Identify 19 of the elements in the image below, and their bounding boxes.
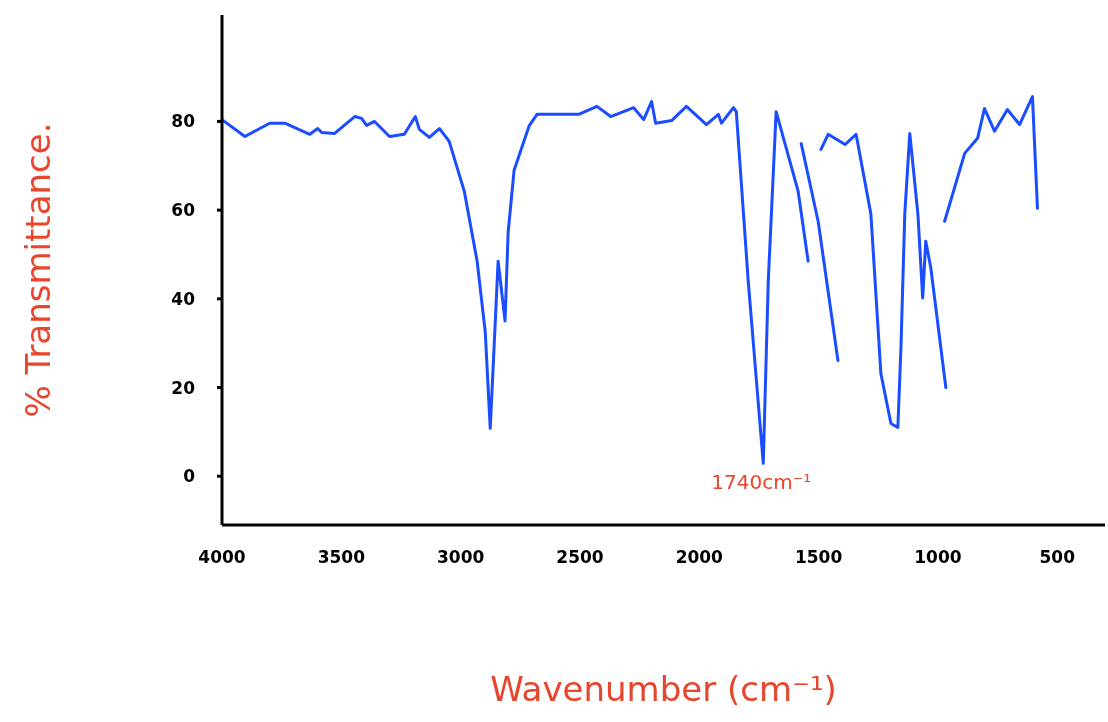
x-axis-title: Wavenumber (cm⁻¹) <box>490 669 837 709</box>
annotation: 1740cm⁻¹ <box>711 470 812 495</box>
line-series <box>943 95 1039 223</box>
x-tick-label: 2000 <box>675 547 724 568</box>
y-tick-label: 0 <box>183 466 196 487</box>
x-tick-label: 500 <box>1039 547 1076 568</box>
x-tick-label: 2500 <box>556 547 604 568</box>
line-series <box>819 131 948 429</box>
x-tick-label: 3000 <box>436 547 485 568</box>
x-tick-label: 1000 <box>914 547 962 568</box>
x-tick-label: 3500 <box>317 547 366 568</box>
y-tick-label: 80 <box>171 111 196 132</box>
y-tick-label: 40 <box>171 288 196 309</box>
x-tick-label: 1500 <box>794 547 843 568</box>
y-tick-label: 20 <box>171 377 196 398</box>
y-tick-label: 60 <box>171 200 196 221</box>
x-tick-label: 4000 <box>198 547 246 568</box>
y-axis-title: % Transmittance. <box>18 122 59 418</box>
line-series <box>222 99 810 465</box>
